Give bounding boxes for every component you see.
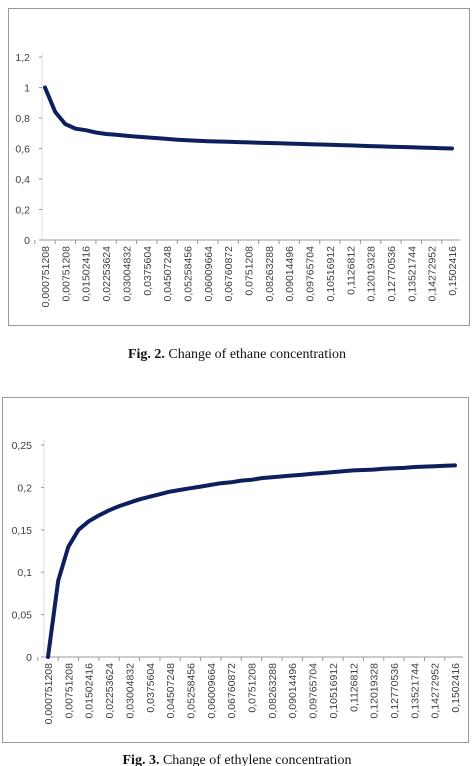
x-tick-label: 0,1126812	[345, 246, 357, 295]
y-tick-label: 1,2	[15, 52, 30, 64]
x-tick-label: 0,000751208	[40, 246, 52, 307]
caption-label: Fig. 3.	[123, 753, 160, 766]
x-tick-label: 0,08263288	[264, 246, 276, 302]
x-tick-label: 0,08263288	[267, 663, 279, 719]
x-tick-label: 0,12019328	[369, 663, 381, 719]
x-tick-label: 0,14272952	[430, 663, 442, 719]
x-tick-label: 0,0375604	[145, 663, 157, 713]
x-tick-label: 0,0751208	[247, 663, 259, 713]
y-tick-label: 0	[26, 652, 32, 664]
x-tick-label: 0,04507248	[162, 246, 174, 302]
x-tick-label: 0,05258456	[182, 246, 194, 302]
x-tick-label: 0,09765704	[308, 663, 320, 719]
y-tick-label: 0,2	[15, 205, 30, 217]
chart-frame	[2, 397, 469, 743]
x-tick-label: 0,10516912	[328, 663, 340, 719]
y-tick-label: 0	[24, 235, 30, 247]
x-tick-label: 0,03004832	[121, 246, 133, 302]
x-tick-label: 0,000751208	[43, 663, 55, 724]
x-tick-label: 0,10516912	[325, 246, 337, 302]
x-tick-label: 0,06760872	[223, 246, 235, 302]
x-tick-label: 0,00751208	[63, 663, 75, 719]
x-tick-label: 0,0751208	[244, 246, 256, 296]
x-tick-label: 0,03004832	[124, 663, 136, 719]
x-tick-label: 0,13521744	[406, 246, 418, 302]
y-tick-label: 0,25	[12, 440, 33, 452]
x-tick-label: 0,09765704	[305, 246, 317, 302]
x-tick-label: 0,0375604	[142, 246, 154, 296]
caption-label: Fig. 2.	[128, 347, 165, 362]
x-tick-label: 0,01502416	[81, 246, 93, 302]
x-tick-label: 0,02253624	[101, 246, 113, 302]
caption-text: Change of ethane concentration	[168, 347, 346, 362]
x-tick-label: 0,09014496	[287, 663, 299, 719]
x-tick-label: 0,12770536	[386, 246, 398, 302]
figure-caption: Fig. 2. Change of ethane concentration	[128, 347, 346, 362]
caption-text: Change of ethylene concentration	[163, 753, 352, 766]
x-tick-label: 0,1502416	[450, 663, 462, 713]
y-tick-label: 0,8	[15, 113, 30, 125]
data-line	[46, 463, 457, 659]
x-tick-label: 0,06009664	[206, 663, 218, 719]
x-tick-label: 0,09014496	[284, 246, 296, 302]
x-tick-label: 0,06009664	[203, 246, 215, 302]
x-tick-label: 0,12019328	[366, 246, 378, 302]
x-tick-label: 0,01502416	[84, 663, 96, 719]
x-tick-label: 0,13521744	[409, 663, 421, 719]
x-tick-label: 0,00751208	[60, 246, 72, 302]
x-tick-label: 0,1126812	[348, 663, 360, 712]
x-tick-label: 0,06760872	[226, 663, 238, 719]
y-tick-label: 0,2	[17, 482, 32, 494]
x-tick-label: 0,02253624	[104, 663, 116, 719]
y-tick-label: 0,05	[12, 610, 33, 622]
x-tick-label: 0,04507248	[165, 663, 177, 719]
x-tick-label: 0,14272952	[427, 246, 439, 302]
figure-caption: Fig. 3. Change of ethylene concentration	[123, 753, 352, 766]
chart-frame	[8, 8, 470, 326]
y-tick-label: 1	[24, 83, 30, 95]
data-line	[43, 85, 454, 151]
y-tick-label: 0,15	[12, 525, 33, 537]
y-tick-label: 0,6	[15, 144, 30, 156]
y-tick-label: 0,4	[15, 174, 30, 186]
x-tick-label: 0,12770536	[389, 663, 401, 719]
x-tick-label: 0,05258456	[185, 663, 197, 719]
x-tick-label: 0,1502416	[447, 246, 459, 296]
y-tick-label: 0,1	[17, 567, 32, 579]
